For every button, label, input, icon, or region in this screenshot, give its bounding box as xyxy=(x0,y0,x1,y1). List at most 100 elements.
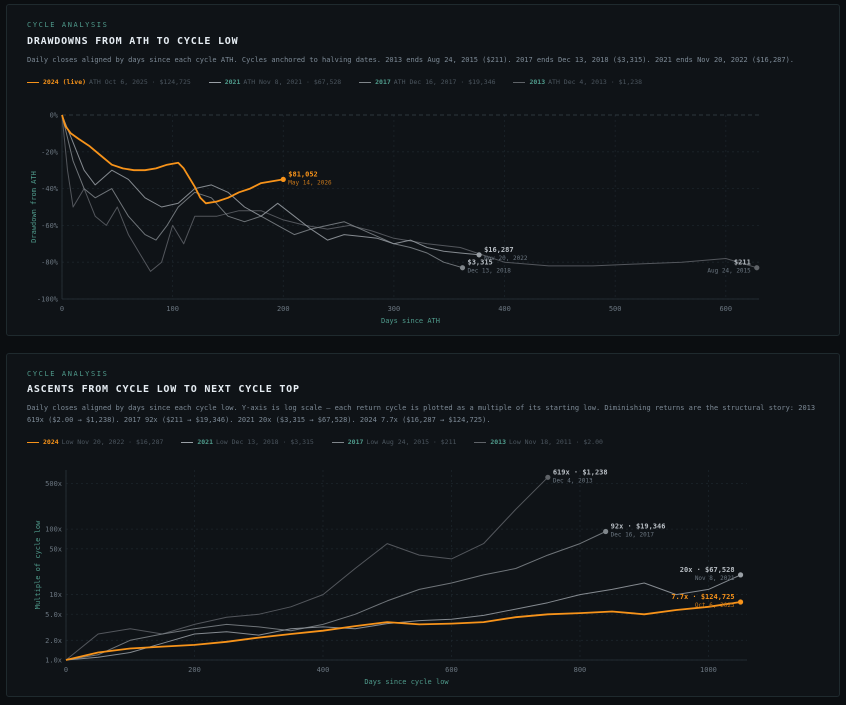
x-tick-label: 600 xyxy=(445,666,458,674)
legend-swatch xyxy=(27,81,39,83)
legend-name: 2021 xyxy=(197,438,213,446)
legend-item-2013: 2013 ATH Dec 4, 2013 · $1,238 xyxy=(513,78,642,86)
series-end-marker xyxy=(476,252,482,258)
end-label-value: $3,315 xyxy=(467,259,492,267)
end-label-value: $211 xyxy=(734,259,751,267)
x-tick-label: 800 xyxy=(574,666,587,674)
x-tick-label: 0 xyxy=(60,305,64,313)
x-tick-label: 600 xyxy=(719,305,732,313)
panel-kicker: CYCLE ANALYSIS xyxy=(27,21,109,29)
x-axis-title: Days since cycle low xyxy=(364,678,449,686)
ascent-chart: 0 200 400 600 800 1000 1.0x 2.0x 5.0x 10x 50x 100x 5… xyxy=(34,468,747,686)
legend-sub: Low Dec 13, 2018 · $3,315 xyxy=(215,438,314,446)
ascent-panel: CYCLE ANALYSIS ASCENTS FROM CYCLE LOW TO… xyxy=(6,353,840,697)
series-line-2017 xyxy=(65,531,606,661)
series-end-marker xyxy=(754,265,760,271)
end-label-value: $81,052 xyxy=(288,170,318,178)
x-tick-label: 1000 xyxy=(700,666,717,674)
legend-swatch xyxy=(474,441,487,443)
end-label-date: Dec 13, 2018 xyxy=(467,268,511,275)
series-line-2013 xyxy=(65,476,549,661)
x-tick-label: 300 xyxy=(388,305,401,313)
legend-name: 2024 (live) xyxy=(43,78,87,86)
series-line-2024 xyxy=(65,601,741,661)
chart-subtitle: Daily closes aligned by days since each … xyxy=(27,56,795,64)
legend-item-2024: 2024 (live) ATH Oct 6, 2025 · $124,725 xyxy=(27,78,191,86)
legend-swatch xyxy=(331,441,344,443)
y-tick-label: 5.0x xyxy=(45,611,62,619)
x-tick-label: 400 xyxy=(498,305,511,313)
y-tick-label: 500x xyxy=(45,480,62,488)
series-end-marker xyxy=(603,528,609,535)
series-end-marker xyxy=(545,474,551,480)
y-tick-label: 1.0x xyxy=(45,657,62,665)
legend-swatch xyxy=(181,441,194,443)
legend-name: 2013 xyxy=(490,438,506,446)
legend-name: 2017 xyxy=(347,438,364,446)
panel-kicker: CYCLE ANALYSIS xyxy=(27,370,109,378)
legend-sub: ATH Nov 8, 2021 · $67,528 xyxy=(243,78,342,86)
end-label-date: Dec 16, 2017 xyxy=(611,531,655,538)
y-tick-label: -60% xyxy=(41,222,59,230)
y-axis-title: Drawdown from ATH xyxy=(30,171,38,243)
series-line-2017 xyxy=(61,114,463,269)
end-label-date: Nov 20, 2022 xyxy=(484,255,528,262)
y-tick-label: -100% xyxy=(37,296,59,304)
end-label-value: 619x · $1,238 xyxy=(553,468,608,476)
legend-item-2017: 2017 ATH Dec 16, 2017 · $19,346 xyxy=(359,78,496,86)
end-label-value: 7.7x · $124,725 xyxy=(671,593,734,601)
y-tick-label: 100x xyxy=(45,526,62,534)
legend-name: 2021 xyxy=(224,78,241,86)
legend-name: 2017 xyxy=(375,78,391,86)
end-label-date: Oct 6, 2025 xyxy=(695,602,735,609)
legend-swatch xyxy=(359,81,372,83)
end-label-value: 20x · $67,528 xyxy=(680,566,735,574)
x-tick-label: 100 xyxy=(166,305,179,313)
legend-sub: ATH Dec 4, 2013 · $1,238 xyxy=(548,78,643,86)
legend-name: 2024 xyxy=(43,438,59,446)
legend-item-2017: 2017 Low Aug 24, 2015 · $211 xyxy=(331,438,457,446)
end-label-value: 92x · $19,346 xyxy=(611,522,666,530)
y-tick-label: 10x xyxy=(49,591,62,599)
legend-swatch xyxy=(208,81,221,83)
x-axis-title: Days since ATH xyxy=(381,317,440,325)
drawdown-panel: CYCLE ANALYSIS DRAWDOWNS FROM ATH TO CYC… xyxy=(6,4,840,336)
end-label-date: Dec 4, 2013 xyxy=(553,477,593,484)
legend-swatch xyxy=(513,81,526,83)
x-tick-label: 400 xyxy=(317,666,330,674)
chart-title: DRAWDOWNS FROM ATH TO CYCLE LOW xyxy=(27,36,239,47)
x-tick-label: 200 xyxy=(188,666,201,674)
y-axis-title: Multiple of cycle low xyxy=(34,520,42,609)
legend-item-2021: 2021 Low Dec 13, 2018 · $3,315 xyxy=(181,438,314,446)
series-end-marker xyxy=(280,176,286,182)
legend-item-2021: 2021 ATH Nov 8, 2021 · $67,528 xyxy=(208,78,342,86)
y-tick-label: 0% xyxy=(50,112,59,120)
legend-item-2013: 2013 Low Nov 18, 2011 · $2.00 xyxy=(474,438,603,446)
y-tick-label: 50x xyxy=(49,545,62,553)
series-line-2013 xyxy=(61,114,757,272)
series-line-2024 xyxy=(61,114,284,205)
x-tick-label: 500 xyxy=(609,305,622,313)
legend-name: 2013 xyxy=(529,78,546,86)
series-line-2021 xyxy=(65,574,741,661)
chart-legend: 2024 (live) ATH Oct 6, 2025 · $124,725 20… xyxy=(27,78,656,86)
chart-legend: 2024 Low Nov 20, 2022 · $16,287 2021 Low D… xyxy=(27,438,617,446)
series-line-2021 xyxy=(61,114,480,256)
y-tick-label: 2.0x xyxy=(45,637,62,645)
end-label-date: May 14, 2026 xyxy=(288,179,332,186)
end-label-value: $16,287 xyxy=(484,246,514,254)
chart-title: ASCENTS FROM CYCLE LOW TO NEXT CYCLE TOP xyxy=(27,384,300,395)
y-tick-label: -20% xyxy=(41,148,59,156)
end-label-date: Nov 8, 2021 xyxy=(695,575,735,582)
x-tick-label: 0 xyxy=(64,666,68,674)
chart-subtitle: Daily closes aligned by days since each … xyxy=(27,404,816,424)
legend-swatch xyxy=(27,441,39,443)
series-end-marker xyxy=(737,572,744,578)
x-tick-label: 200 xyxy=(277,305,290,313)
legend-sub: ATH Oct 6, 2025 · $124,725 xyxy=(89,78,191,86)
end-label-date: Aug 24, 2015 xyxy=(707,268,751,275)
series-end-marker xyxy=(737,599,744,605)
legend-sub: Low Aug 24, 2015 · $211 xyxy=(366,438,457,446)
y-tick-label: -40% xyxy=(41,185,59,193)
drawdown-chart: 0 100 200 300 400 500 600 0% -20% -40% -60% -80% -10… xyxy=(30,112,760,325)
